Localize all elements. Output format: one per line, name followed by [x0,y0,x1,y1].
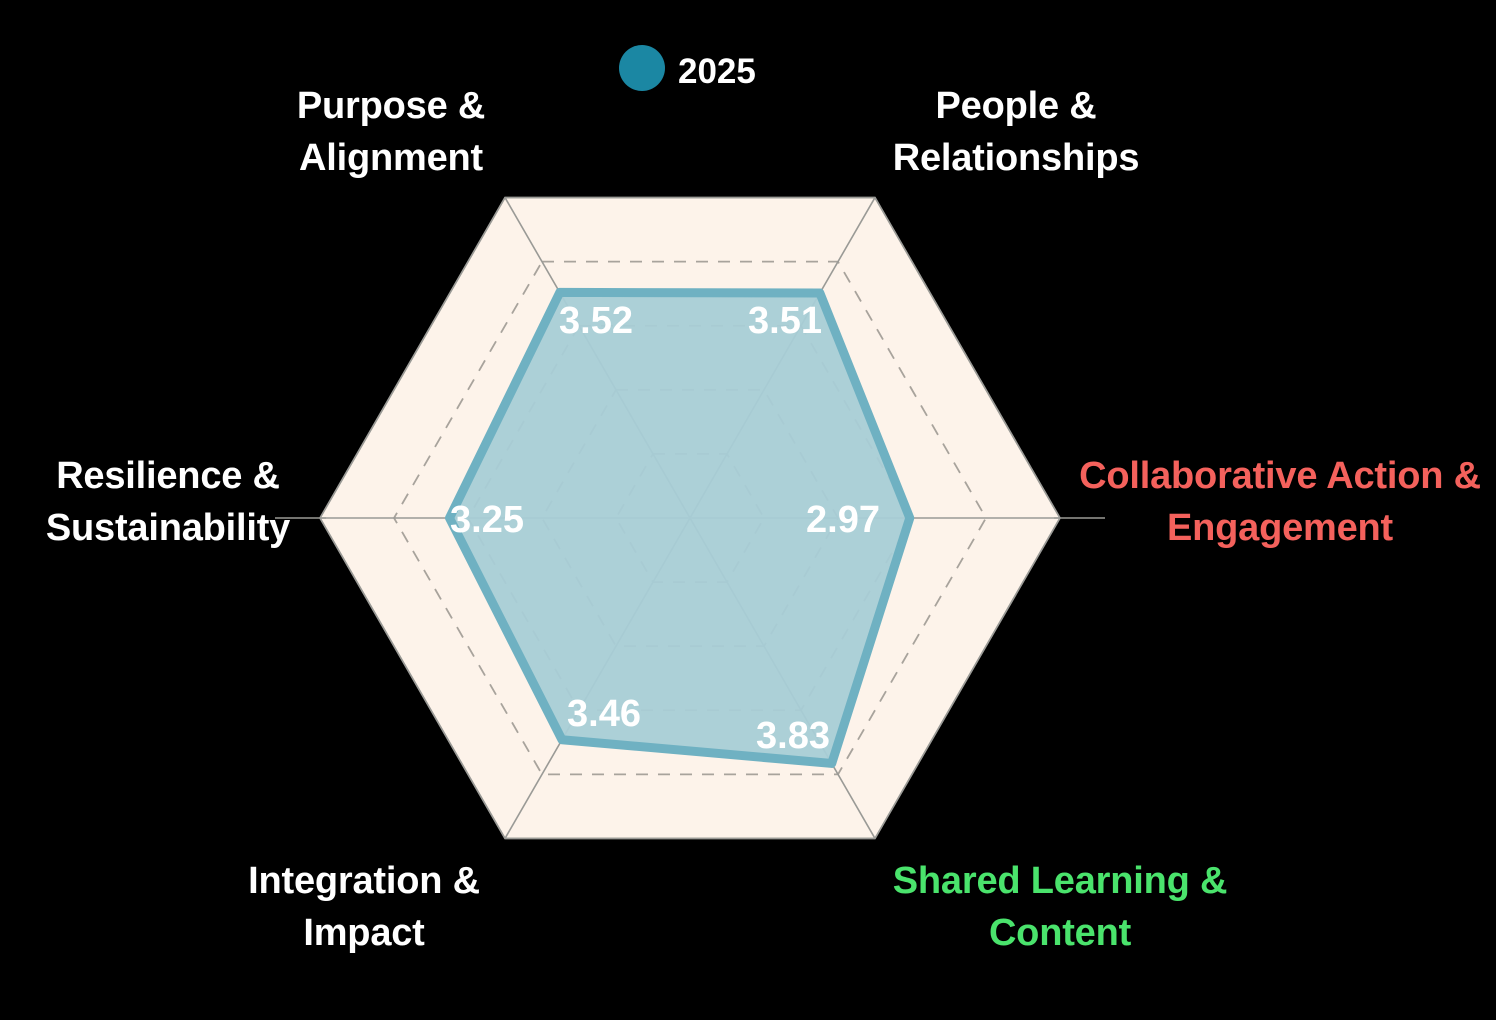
legend: 2025 [619,45,756,91]
series-area-2025 [445,287,915,768]
value-purpose-alignment: 3.52 [559,300,633,342]
value-labels: 3.52 3.51 2.97 3.83 3.46 3.25 [450,300,880,757]
axis-label-purpose-alignment: Purpose & Alignment [297,85,485,179]
axis-label-shared-learning-content: Shared Learning & Content [893,860,1227,954]
axis-label-collaborative-action-engagement: Collaborative Action & Engagement [1079,455,1481,549]
axis-label-people-relationships: People & Relationships [893,85,1140,179]
value-shared-learning: 3.83 [756,715,830,757]
axis-label-resilience-sustainability: Resilience & Sustainability [46,455,290,549]
axis-label-integration-impact: Integration & Impact [248,860,480,954]
legend-label-2025[interactable]: 2025 [678,52,756,91]
value-integration-impact: 3.46 [567,693,641,735]
value-people-relationships: 3.51 [748,300,822,342]
value-resilience-sustainability: 3.25 [450,499,524,541]
legend-marker-2025[interactable] [619,45,665,91]
series-polygon-2025 [445,287,915,768]
axis-labels: Purpose & Alignment People & Relationships C… [46,85,1481,954]
value-collaborative-action: 2.97 [806,499,880,541]
